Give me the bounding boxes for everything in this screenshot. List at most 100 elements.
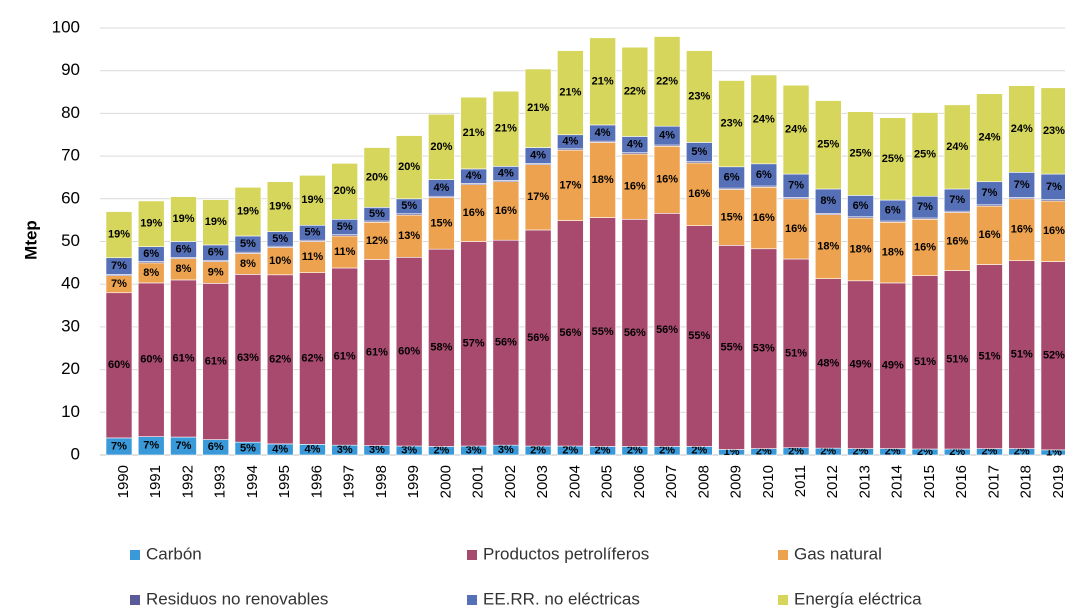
bar-segment [718,189,745,246]
data-label: 18% [817,241,839,253]
bar-segment [299,175,326,226]
data-label: 5% [304,227,320,239]
y-tick-label: 50 [61,231,80,250]
bar-segment [105,292,133,439]
x-tick-label: 2002 [502,465,519,498]
data-label: 24% [785,124,807,136]
bar-segment [814,278,842,449]
data-label: 7% [1046,181,1062,193]
data-label: 53% [753,343,775,355]
bar-segment [943,270,971,450]
data-label: 21% [592,75,614,87]
bar-segment [105,211,133,259]
data-label: 4% [272,443,288,455]
x-tick-label: 1999 [405,465,422,498]
data-label: 25% [914,148,936,160]
data-label: 19% [205,216,227,228]
x-tick-label: 2003 [534,465,551,498]
bar-segment [428,113,455,180]
data-label: 8% [240,258,256,270]
data-label: 2% [788,445,804,457]
data-label: 21% [495,123,517,135]
data-label: 55% [592,326,614,338]
x-tick-label: 2018 [1018,465,1035,498]
bar-segment [266,181,294,232]
bar-segment [750,186,778,250]
legend-label: Residuos no renovables [146,589,328,608]
data-label: 6% [853,200,869,212]
data-label: 16% [656,174,678,186]
data-label: 16% [1011,224,1033,236]
data-label: 61% [366,346,388,358]
data-label: 4% [530,149,546,161]
bar-segment [718,245,745,450]
data-label: 22% [656,75,678,87]
bar-segment [879,117,907,201]
bar-segment [363,147,391,208]
data-label: 51% [946,354,968,366]
data-label: 7% [788,180,804,192]
bar-segment [331,267,358,446]
data-label: 5% [369,208,385,220]
data-label: 4% [304,444,320,456]
bar-segment [589,217,616,447]
data-label: 4% [562,136,578,148]
data-label: 58% [430,342,452,354]
data-label: 25% [817,139,839,151]
data-label: 16% [978,229,1000,241]
y-tick-label: 20 [61,359,80,378]
x-tick-label: 2014 [889,465,906,498]
bar-segment [557,220,584,447]
bar-segment [814,214,842,279]
data-label: 51% [785,347,807,359]
bar-segment [686,50,713,143]
bar-segment [170,196,197,242]
data-label: 52% [1043,350,1065,362]
data-label: 4% [595,127,611,139]
data-label: 6% [143,248,159,260]
bar-segment [589,142,616,218]
data-label: 5% [691,146,707,158]
bar-segment [686,162,713,227]
x-tick-label: 2013 [856,465,873,498]
data-label: 11% [302,251,324,263]
data-label: 6% [208,247,224,259]
x-tick-label: 1990 [115,465,132,498]
bar-segment [524,229,552,447]
data-label: 62% [269,353,291,365]
data-label: 61% [172,352,194,364]
data-label: 19% [172,213,194,225]
data-label: 61% [334,350,356,362]
bar-segment [331,163,358,220]
data-label: 4% [433,182,449,194]
data-label: 5% [240,443,256,455]
bar-segment [847,217,874,282]
legend-swatch [130,595,140,605]
x-tick-label: 2017 [985,465,1002,498]
legend-label: Gas natural [794,544,882,563]
x-tick-label: 1991 [147,465,164,498]
data-label: 56% [495,337,517,349]
data-label: 56% [624,327,646,339]
data-label: 55% [688,330,710,342]
data-label: 3% [466,444,482,456]
data-label: 51% [1011,349,1033,361]
data-label: 19% [237,206,259,218]
bar-segment [782,258,810,449]
bar-segment [137,282,165,437]
bar-segment [976,264,1003,449]
x-tick-label: 1994 [244,465,261,498]
bar-segment [1008,260,1036,449]
bar-segment [524,68,552,148]
data-label: 24% [1011,123,1033,135]
bar-segment [137,200,165,247]
data-label: 2% [433,445,449,457]
bar-segment [428,197,455,250]
data-label: 6% [756,169,772,181]
data-label: 8% [143,267,159,279]
bar-segment [750,74,778,165]
data-label: 56% [527,332,549,344]
y-tick-label: 10 [61,402,80,421]
bar-segment [976,93,1003,183]
x-tick-label: 1996 [308,465,325,498]
